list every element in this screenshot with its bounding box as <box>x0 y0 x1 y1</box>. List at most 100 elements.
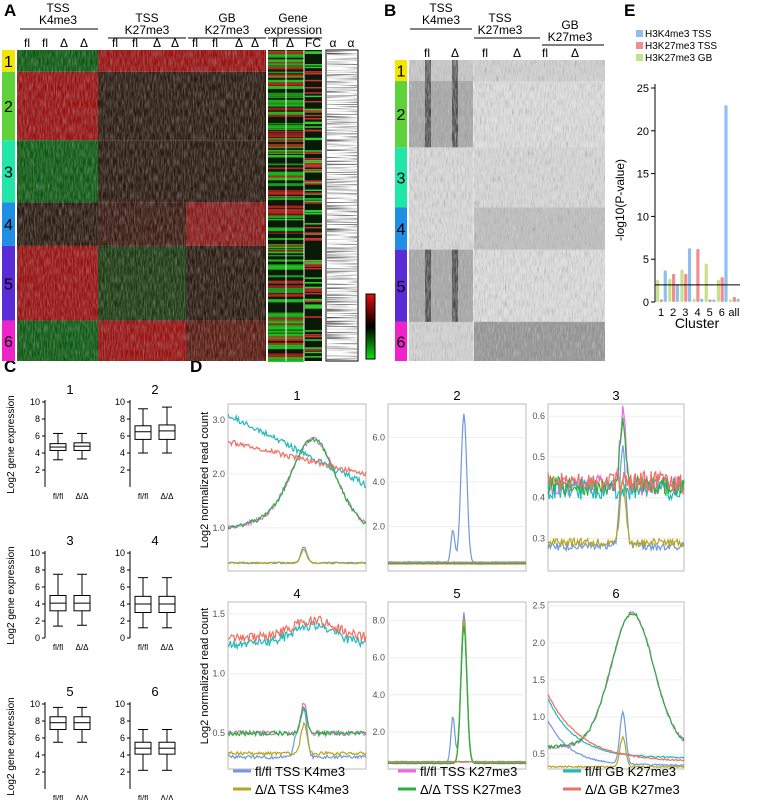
y-tick-label: 15 <box>637 169 649 181</box>
fold-change-line <box>305 164 322 167</box>
fold-change-line <box>305 137 322 140</box>
heatmap-col-label: fl <box>192 36 198 50</box>
heatmap-col-label: fl <box>132 36 138 50</box>
x-tick-label: 4 <box>694 307 700 319</box>
fold-change-line <box>305 150 322 152</box>
boxplot-tick-label: 2 <box>35 465 40 475</box>
fold-change-line <box>305 64 322 66</box>
heatmap-header-1-line2: K4me3 <box>39 13 77 27</box>
fold-change-line <box>305 79 322 82</box>
profile-line <box>227 706 367 738</box>
boxplot-title: 1 <box>66 382 73 397</box>
boxplot-tick-label: 2 <box>120 767 125 777</box>
legend-swatch <box>636 42 643 49</box>
profile-line <box>227 621 367 651</box>
heatmap-header-3-line1: GB <box>218 11 235 25</box>
fold-change-line <box>305 202 322 204</box>
heatmap-col-label: FC <box>305 36 321 50</box>
panel-d-profiles: 1 1.0 2.0 3.0 2 2.0 4.0 6.0 3 0.3 0.4 0.5 0.6 4 0.5 1.0… <box>199 388 685 770</box>
fold-change-line <box>305 335 322 338</box>
fold-change-line <box>305 108 322 111</box>
bar <box>720 277 724 302</box>
profile-frame <box>387 601 527 770</box>
y-tick-label: 20 <box>637 126 649 138</box>
profile-line <box>547 478 685 549</box>
y-tick-label: 5 <box>643 254 649 266</box>
reads-cluster-5 <box>395 249 407 322</box>
fold-change-line <box>305 100 322 103</box>
fold-change-line <box>305 292 322 295</box>
panel-label-a: A <box>4 1 16 20</box>
bar <box>700 298 704 302</box>
heatmap-col-label: Δ <box>171 36 179 50</box>
reads-col-label: fl <box>482 46 488 60</box>
profile-line <box>387 761 527 763</box>
profile-line <box>547 611 685 750</box>
heatmap-col-label: fl <box>272 36 278 50</box>
reads-header-1-line2: K4me3 <box>422 13 460 27</box>
profile-tick-label: 0.5 <box>532 749 545 759</box>
profile-title: 5 <box>453 586 460 601</box>
profile-tick-label: 4.0 <box>372 690 385 700</box>
legend-label: fl/fl GB K27me3 <box>585 764 676 779</box>
profile-tick-label: 2.0 <box>212 469 225 479</box>
heatmap-col-label: Δ <box>286 36 294 50</box>
profile-tick-label: 1.0 <box>212 669 225 679</box>
box <box>134 425 152 440</box>
cluster-bar-2 <box>2 71 15 141</box>
boxplot-title: 6 <box>151 684 158 699</box>
reads-cluster-number: 5 <box>397 279 406 296</box>
fold-change-line <box>305 72 322 75</box>
fold-change-line <box>305 189 322 192</box>
profile-line <box>388 561 527 564</box>
alpha-stripes <box>327 51 357 360</box>
cluster-number: 3 <box>4 164 13 181</box>
heatmap-header-2-line2: K27me3 <box>125 23 170 37</box>
boxplot-xlabel: fl/fl <box>53 492 63 501</box>
reads-header-2-line2: K27me3 <box>478 23 523 37</box>
x-tick-label: 1 <box>658 307 664 319</box>
bar <box>656 279 660 302</box>
y-tick-label: 0 <box>643 297 649 309</box>
boxplot-tick-label: 4 <box>35 750 40 760</box>
heatmap-header-2-line1: TSS <box>135 11 158 25</box>
reads-cluster-number: 2 <box>397 107 406 124</box>
legend-entry: H3K27me3 GB <box>645 53 713 64</box>
profile-title: 1 <box>293 388 300 403</box>
heatmap-col-label: Δ <box>153 36 161 50</box>
profile-line <box>547 469 685 493</box>
profile-tick-label: 0.4 <box>532 493 545 503</box>
boxplot-tick-label: 10 <box>115 699 125 709</box>
boxplot-xlabel: fl/fl <box>138 643 148 652</box>
reads-header-3-line2: K27me3 <box>548 30 593 44</box>
heatmap-col-label: Δ <box>80 36 88 50</box>
panel-label-b: B <box>384 1 396 20</box>
heatmap-header-1-line1: TSS <box>46 1 69 15</box>
heatmap-col-label: fl <box>212 36 218 50</box>
reads-col-label: fl <box>542 46 548 60</box>
fold-change-line <box>305 180 322 182</box>
profile-line <box>547 734 685 769</box>
boxplot-xlabel: Δ/Δ <box>76 794 90 800</box>
boxplot-tick-label: 8 <box>120 565 125 575</box>
bar <box>659 299 664 302</box>
fold-change-line <box>305 87 322 89</box>
fold-change-line <box>305 261 322 263</box>
boxplot-xlabel: Δ/Δ <box>76 643 90 652</box>
fold-change-line <box>305 226 322 229</box>
reads-header-1-line1: TSS <box>429 1 452 15</box>
cluster-number: 5 <box>4 276 13 293</box>
heatmap-header-4-line2: expression <box>264 23 322 37</box>
boxplot-tick-label: 6 <box>120 733 125 743</box>
fold-change-line <box>305 277 322 279</box>
bar <box>692 298 696 302</box>
profile-tick-label: 0.6 <box>532 411 545 421</box>
boxplot-tick-label: 6 <box>35 733 40 743</box>
profile-line <box>547 478 685 502</box>
profile-tick-label: 3.0 <box>212 415 225 425</box>
fold-change-line <box>305 300 322 303</box>
y-tick-label: 25 <box>637 83 649 95</box>
boxplot-tick-label: 6 <box>35 431 40 441</box>
reads-cluster-number: 1 <box>397 64 406 81</box>
